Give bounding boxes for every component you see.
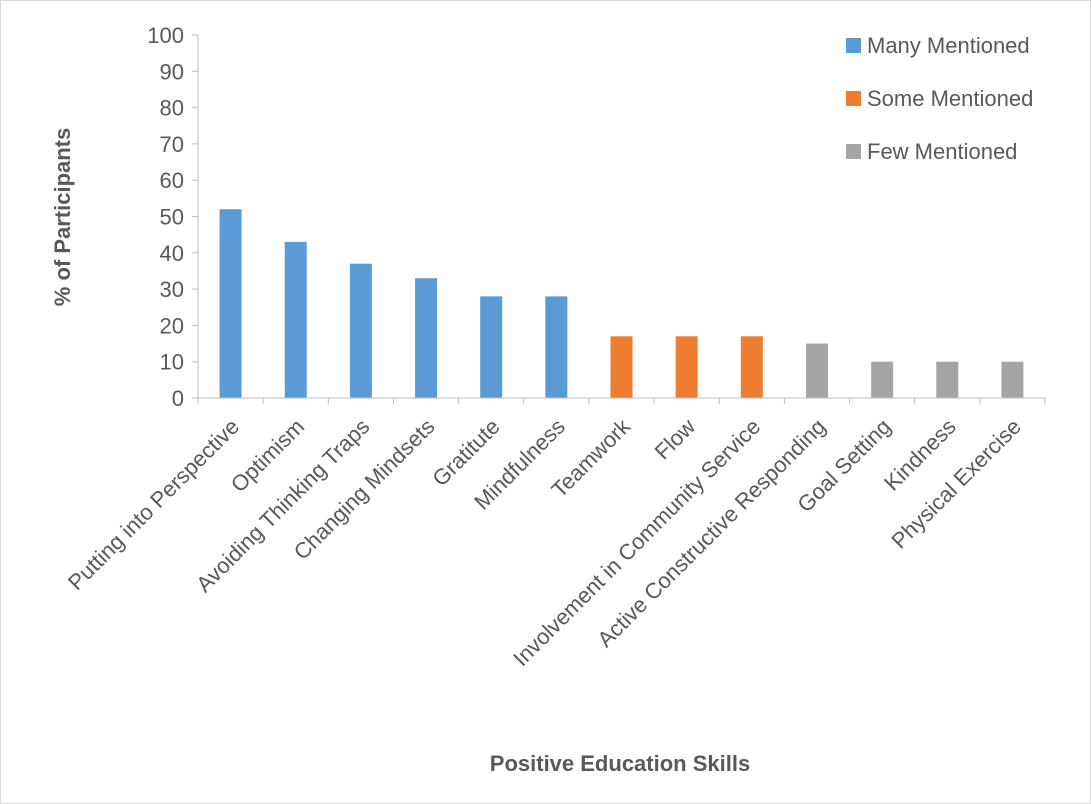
bars	[219, 209, 1024, 398]
y-tick-label: 40	[160, 241, 184, 266]
legend-label: Some Mentioned	[867, 86, 1033, 111]
x-axis-tick-marks	[197, 398, 1046, 404]
legend-label: Few Mentioned	[867, 139, 1017, 164]
legend-swatch	[846, 144, 861, 159]
bar	[480, 296, 503, 398]
bar	[871, 361, 894, 398]
y-axis-ticks: 0 10 20 30 40 50 60 70 80 90 100	[147, 23, 198, 411]
y-tick-label: 100	[147, 23, 184, 48]
bar	[349, 263, 372, 398]
legend-label: Many Mentioned	[867, 33, 1030, 58]
bar	[284, 241, 307, 398]
y-tick-label: 90	[160, 59, 184, 84]
y-tick-label: 50	[160, 205, 184, 230]
bar	[936, 361, 959, 398]
legend-swatch	[846, 38, 861, 53]
legend-swatch	[846, 91, 861, 106]
y-tick-label: 30	[160, 277, 184, 302]
legend: Many Mentioned Some Mentioned Few Mentione…	[846, 33, 1033, 164]
y-axis-title: % of Participants	[50, 128, 75, 306]
x-axis-title: Positive Education Skills	[490, 751, 750, 776]
x-axis-labels: Putting into PerspectiveOptimismAvoiding…	[63, 413, 1026, 671]
bar	[415, 278, 438, 398]
bar	[740, 336, 763, 398]
y-tick-label: 80	[160, 96, 184, 121]
y-tick-label: 70	[160, 132, 184, 157]
y-tick-label: 20	[160, 313, 184, 338]
y-tick-label: 0	[172, 386, 184, 411]
bar	[675, 336, 698, 398]
bar	[610, 336, 633, 398]
bar	[219, 209, 242, 398]
bar	[545, 296, 568, 398]
bar	[1001, 361, 1024, 398]
x-tick-label: Flow	[650, 414, 701, 465]
y-tick-label: 60	[160, 168, 184, 193]
bar	[805, 343, 828, 398]
y-tick-label: 10	[160, 350, 184, 375]
